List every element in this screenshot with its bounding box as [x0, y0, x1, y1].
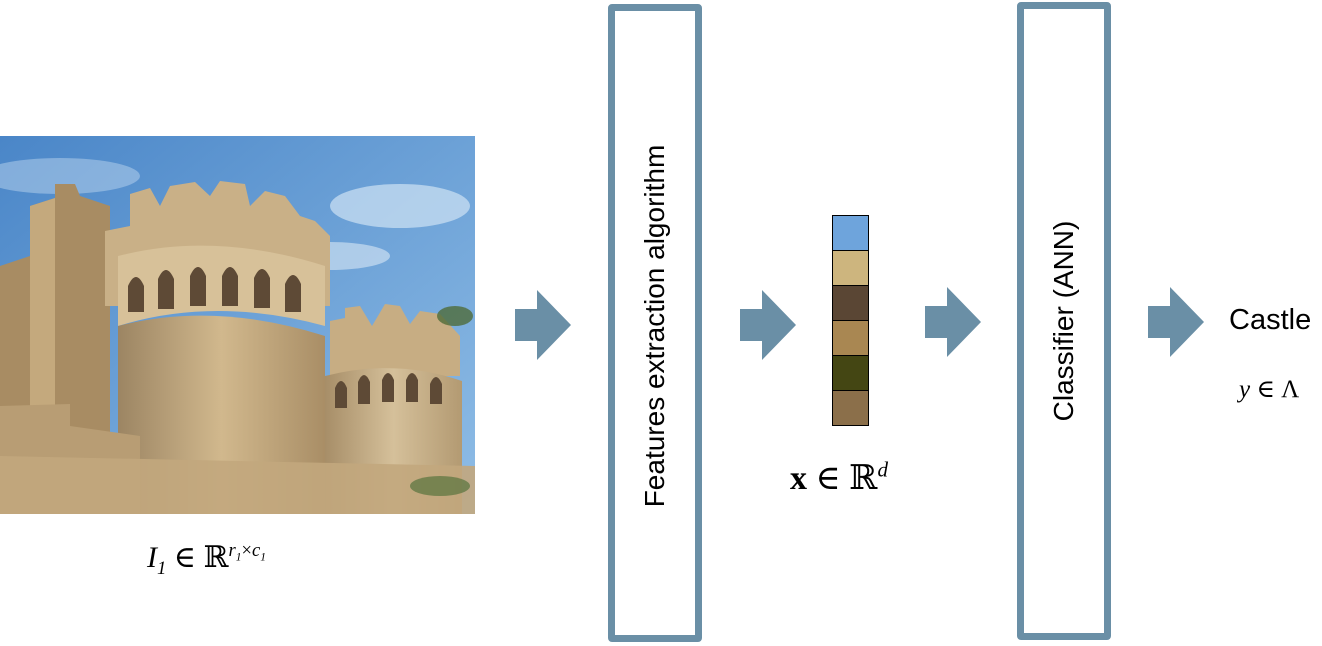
output-var: y — [1239, 376, 1251, 403]
image-exp-r-sub: 1 — [235, 551, 242, 564]
arrow-to-feature-extraction-icon — [515, 290, 571, 360]
feature-vector-label: x ∈ ℝd — [790, 458, 888, 498]
castle-image — [0, 136, 475, 514]
feature-vector — [832, 215, 869, 426]
feature-vector-cell — [832, 251, 869, 286]
vector-in-symbol: ∈ — [815, 460, 841, 497]
feature-extraction-label: Features extraction algorithm — [639, 144, 670, 508]
image-in-symbol: ∈ — [173, 541, 197, 574]
feature-vector-cell — [832, 356, 869, 391]
image-set-symbol: ℝ — [203, 541, 229, 574]
output-set-symbol: Λ — [1281, 376, 1300, 403]
image-exp-c: c — [251, 540, 261, 561]
image-dimension-label: I1 ∈ ℝr1×c1 — [147, 540, 266, 578]
output-math-label: y ∈ Λ — [1239, 374, 1299, 404]
output-in-symbol: ∈ — [1256, 376, 1275, 403]
vector-exponent: d — [877, 457, 888, 482]
vector-set-symbol: ℝ — [849, 460, 878, 497]
output-class-label: Castle — [1229, 304, 1312, 336]
image-var: I — [147, 541, 157, 574]
image-exp-r: r — [228, 540, 236, 561]
feature-vector-cell — [832, 391, 869, 426]
arrow-to-classifier-icon — [925, 287, 981, 357]
classifier-label: Classifier (ANN) — [1048, 220, 1079, 422]
image-exponent: r1×c1 — [228, 540, 266, 564]
vector-var: x — [790, 460, 807, 497]
arrow-to-output-icon — [1148, 287, 1204, 357]
feature-vector-cell — [832, 321, 869, 356]
feature-vector-cell — [832, 286, 869, 321]
feature-extraction-box: Features extraction algorithm — [608, 4, 702, 642]
image-exp-times: × — [241, 540, 252, 561]
classifier-box: Classifier (ANN) — [1017, 2, 1111, 640]
image-exp-c-sub: 1 — [260, 551, 266, 564]
image-var-subscript: 1 — [157, 558, 167, 579]
feature-vector-cell — [832, 215, 869, 251]
arrow-to-feature-vector-icon — [740, 290, 796, 360]
